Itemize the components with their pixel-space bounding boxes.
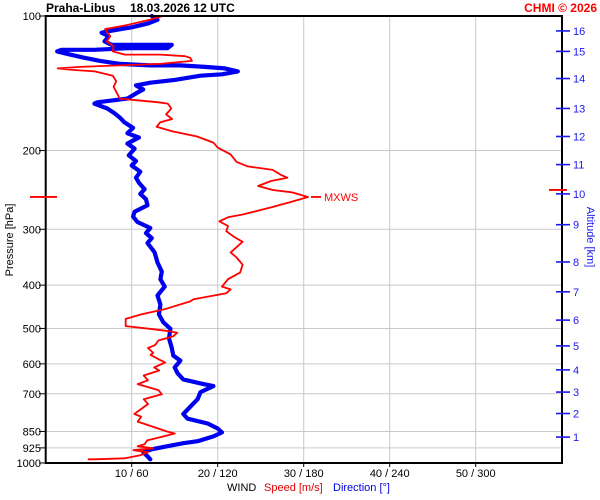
altitude-tick-label-12: 12 [573,131,585,143]
altitude-tick-label-1: 1 [573,432,579,444]
altitude-tick-label-15: 15 [573,46,585,58]
pressure-tick-label-1000: 1000 [17,458,41,470]
pressure-tick-label-850: 850 [23,426,41,438]
direction-trace [55,13,240,462]
x-tick-label-10-60: 10 / 60 [115,468,149,480]
pressure-tick-label-400: 400 [23,280,41,292]
direction-legend-label: Direction [°] [333,482,390,494]
copyright-label: CHMI © 2026 [524,1,597,15]
altitude-tick-label-14: 14 [573,74,585,86]
x-tick-label-50-300: 50 / 300 [456,468,496,480]
altitude-tick-label-3: 3 [573,387,579,399]
mxws-label: MXWS [324,192,358,204]
altitude-tick-label-16: 16 [573,26,585,38]
altitude-tick-label-5: 5 [573,341,579,353]
x-tick-label-20-120: 20 / 120 [198,468,238,480]
speed-trace [56,15,309,461]
altitude-tick-label-10: 10 [573,189,585,201]
altitude-tick-label-9: 9 [573,220,579,232]
pressure-tick-label-200: 200 [23,146,41,158]
altitude-tick-label-13: 13 [573,103,585,115]
pressure-tick-label-700: 700 [23,389,41,401]
altitude-tick-label-8: 8 [573,257,579,269]
station-name: Praha-Libus [46,1,116,15]
altitude-axis-title: Altitude [km] [584,206,596,268]
altitude-tick-label-7: 7 [573,287,579,299]
wind-legend-label: WIND [227,482,257,494]
x-tick-label-30-180: 30 / 180 [284,468,324,480]
sounding-datetime: 18.03.2026 12 UTC [130,1,235,15]
pressure-tick-label-100: 100 [23,11,41,23]
altitude-tick-label-2: 2 [573,409,579,421]
pressure-tick-label-500: 500 [23,323,41,335]
speed-legend-label: Speed [m/s] [264,482,323,494]
altitude-tick-label-11: 11 [573,160,584,172]
pressure-axis-title: Pressure [hPa] [4,203,16,277]
pressure-tick-label-925: 925 [23,443,41,455]
x-tick-label-40-240: 40 / 240 [370,468,410,480]
altitude-tick-label-6: 6 [573,315,579,327]
altitude-tick-label-4: 4 [573,365,579,377]
pressure-tick-label-300: 300 [23,224,41,236]
pressure-tick-label-600: 600 [23,359,41,371]
